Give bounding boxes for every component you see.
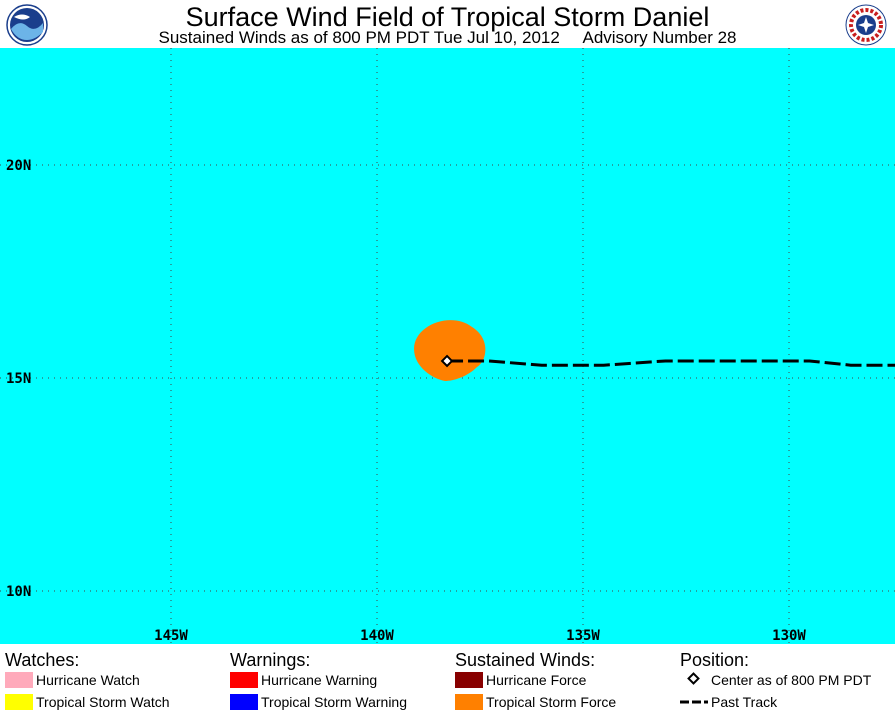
lat-label-15n: 15N (6, 371, 31, 387)
legend: Watches: Hurricane Watch Tropical Storm … (0, 646, 895, 716)
map-canvas: 20N 15N 10N 145W 140W 135W 130W (0, 48, 895, 644)
legend-warnings-heading: Warnings: (230, 650, 311, 670)
lon-label-140w: 140W (360, 628, 394, 644)
legend-label: Center as of 800 PM PDT (711, 672, 872, 688)
legend-position-heading: Position: (680, 650, 750, 670)
lat-label-10n: 10N (6, 584, 31, 600)
lon-label-145w: 145W (154, 628, 188, 644)
legend-label: Past Track (711, 694, 778, 710)
lat-label-20n: 20N (6, 158, 31, 174)
nws-logo (845, 4, 887, 46)
legend-label: Hurricane Watch (36, 672, 140, 688)
legend-label: Hurricane Force (486, 672, 587, 688)
dashed-line-icon (680, 700, 708, 704)
hurricane-watch-swatch (5, 672, 33, 688)
lon-label-135w: 135W (566, 628, 600, 644)
noaa-logo (6, 4, 48, 46)
lon-label-130w: 130W (772, 628, 806, 644)
tropical-storm-warning-swatch (230, 694, 258, 710)
hurricane-warning-swatch (230, 672, 258, 688)
past-track-line (447, 359, 895, 367)
legend-label: Hurricane Warning (261, 672, 378, 688)
wind-field-map: 20N 15N 10N 145W 140W 135W 130W (0, 48, 895, 644)
legend-label: Tropical Storm Force (486, 694, 617, 710)
hurricane-force-swatch (455, 672, 483, 688)
legend-winds-heading: Sustained Winds: (455, 650, 596, 670)
page-title: Surface Wind Field of Tropical Storm Dan… (185, 2, 710, 32)
legend-label: Tropical Storm Watch (36, 694, 170, 710)
tropical-storm-watch-swatch (5, 694, 33, 710)
legend-label: Tropical Storm Warning (261, 694, 408, 710)
tropical-storm-force-wind-field (414, 320, 486, 381)
center-diamond-icon (687, 672, 700, 685)
tropical-storm-force-swatch (455, 694, 483, 710)
legend-watches-heading: Watches: (5, 650, 80, 670)
storm-center-marker (440, 354, 454, 368)
page-subtitle: Sustained Winds as of 800 PM PDT Tue Jul… (158, 28, 737, 47)
header: Surface Wind Field of Tropical Storm Dan… (0, 0, 895, 48)
